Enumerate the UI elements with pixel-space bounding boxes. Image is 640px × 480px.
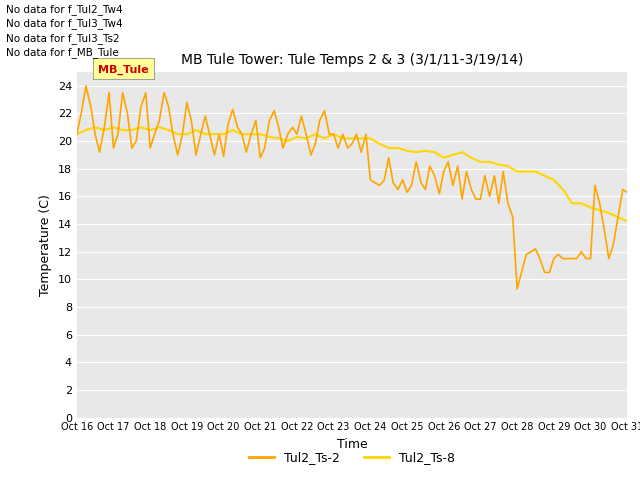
Tul2_Ts-8 — [412, 149, 420, 155]
Y-axis label: Temperature (C): Temperature (C) — [39, 194, 52, 296]
Tul2_Ts-2 — [82, 83, 90, 89]
Title: MB Tule Tower: Tule Temps 2 & 3 (3/1/11-3/19/14): MB Tule Tower: Tule Temps 2 & 3 (3/1/11-… — [181, 53, 523, 67]
Tul2_Ts-2 — [312, 141, 319, 147]
Tul2_Ts-8 — [92, 124, 99, 130]
Tul2_Ts-8 — [192, 127, 200, 133]
Tul2_Ts-2 — [73, 132, 81, 137]
Text: MB_Tule: MB_Tule — [98, 64, 148, 74]
Text: No data for f_Tul3_Ts2: No data for f_Tul3_Ts2 — [6, 33, 120, 44]
Tul2_Ts-2 — [422, 187, 429, 192]
Text: No data for f_Tul3_Tw4: No data for f_Tul3_Tw4 — [6, 18, 123, 29]
Tul2_Ts-2 — [596, 201, 604, 206]
Tul2_Ts-8 — [211, 132, 218, 137]
Tul2_Ts-2 — [513, 286, 521, 292]
Text: No data for f_Tul2_Tw4: No data for f_Tul2_Tw4 — [6, 4, 123, 15]
Tul2_Ts-2 — [623, 190, 631, 195]
Tul2_Ts-8 — [73, 132, 81, 137]
Tul2_Ts-2 — [449, 182, 457, 188]
Tul2_Ts-8 — [275, 135, 282, 141]
Tul2_Ts-8 — [376, 141, 383, 147]
Tul2_Ts-8 — [559, 187, 567, 192]
Legend: Tul2_Ts-2, Tul2_Ts-8: Tul2_Ts-2, Tul2_Ts-8 — [244, 446, 460, 469]
Tul2_Ts-8 — [623, 218, 631, 224]
Text: No data for f_MB_Tule: No data for f_MB_Tule — [6, 47, 119, 58]
Tul2_Ts-2 — [206, 132, 214, 137]
Line: Tul2_Ts-8: Tul2_Ts-8 — [77, 127, 627, 221]
Tul2_Ts-2 — [132, 138, 140, 144]
Line: Tul2_Ts-2: Tul2_Ts-2 — [77, 86, 627, 289]
X-axis label: Time: Time — [337, 438, 367, 451]
